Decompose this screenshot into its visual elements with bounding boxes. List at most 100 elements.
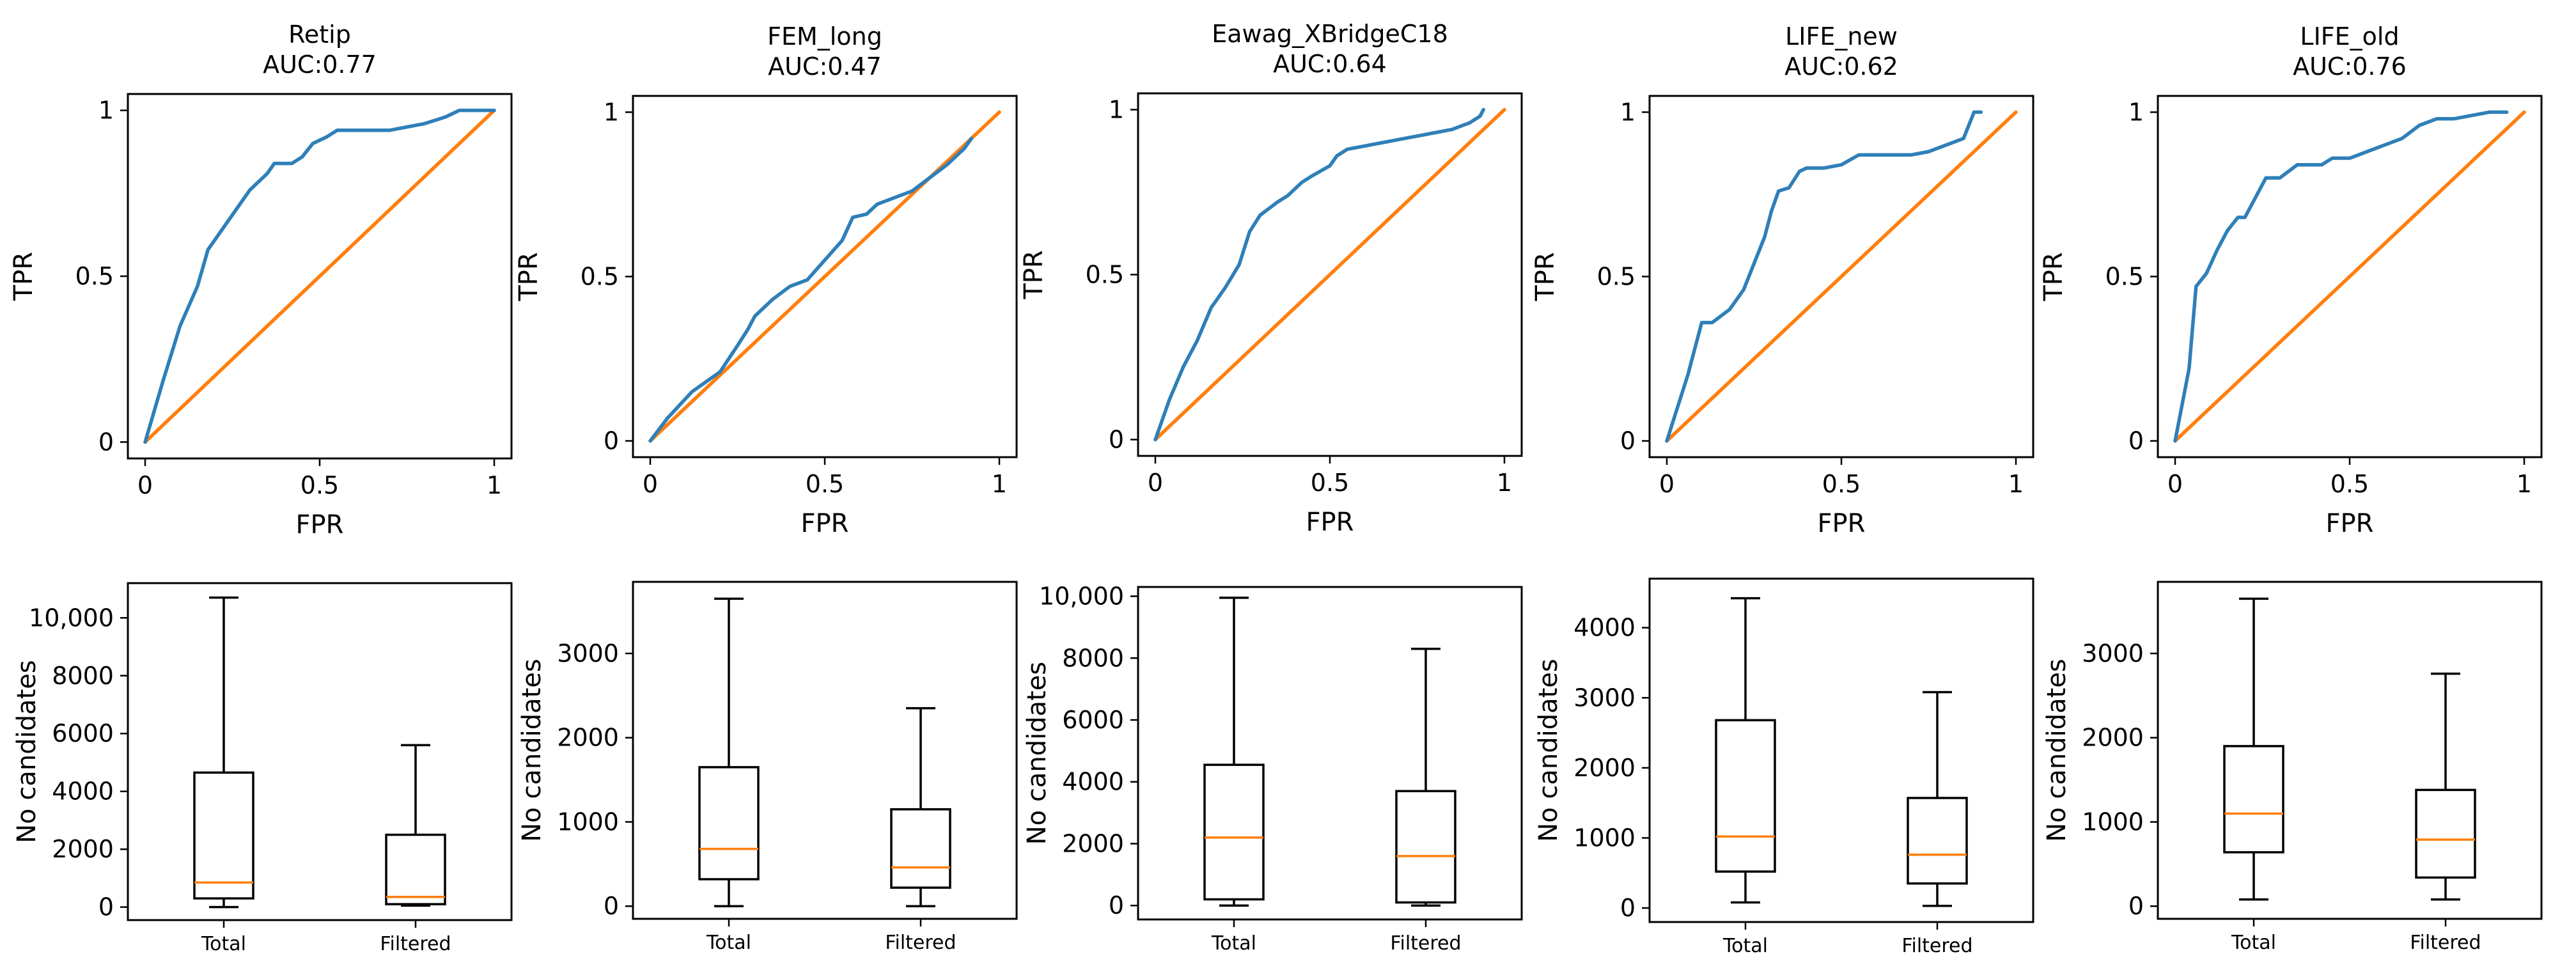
x-tick-label: 0.5 — [301, 471, 339, 499]
y-axis-label: TPR — [2039, 252, 2068, 301]
y-tick-label: 4000 — [52, 778, 114, 806]
box-filtered — [1907, 691, 1968, 907]
x-axis-label: FPR — [1818, 509, 1866, 538]
box-panel-3: 0 2000 4000 6000 8000 10,000 No candidates Tota… — [1022, 582, 1523, 955]
y-tick-label: 0 — [98, 893, 114, 921]
x-tick-label: Total — [706, 932, 751, 954]
x-tick-label: 0 — [1659, 470, 1674, 498]
y-tick-label: 0 — [1620, 894, 1635, 922]
roc-curve-line — [2173, 110, 2509, 443]
roc-curve-line — [1665, 110, 1983, 443]
y-axis-label: TPR — [9, 252, 38, 301]
x-tick-label: 0 — [137, 471, 153, 499]
x-tick-label: Filtered — [885, 932, 956, 954]
x-tick-label: 0 — [1148, 469, 1163, 497]
y-tick-label: 0.5 — [581, 263, 619, 291]
chart-title: LIFE_new — [1785, 22, 1898, 51]
y-tick-label: 0.5 — [1086, 261, 1124, 289]
y-axis-label: TPR — [1531, 252, 1560, 301]
chart-subtitle: AUC:0.77 — [263, 51, 377, 79]
box-panel-4: 0 1000 2000 3000 4000 No candidates Total Filte… — [1534, 577, 2034, 957]
x-tick-label: 1 — [1497, 469, 1512, 497]
y-axis-label: No candidates — [1022, 662, 1052, 845]
y-tick-label: 1 — [1109, 96, 1124, 124]
y-axis-label: TPR — [514, 252, 543, 301]
box-total — [1715, 597, 1776, 904]
box-panel-2: 0 1000 2000 3000 No candidates Total Filtered — [517, 581, 1018, 954]
y-tick-label: 2000 — [557, 724, 619, 752]
box-filtered — [385, 744, 446, 907]
chart-subtitle: AUC:0.47 — [768, 52, 882, 81]
chance-line — [1665, 110, 2018, 443]
axes-frame — [127, 582, 513, 921]
roc-curve-line — [1153, 107, 1485, 442]
box-filtered — [1395, 647, 1456, 907]
x-tick-label: 0.5 — [2330, 470, 2369, 498]
chance-line — [648, 110, 1001, 443]
x-tick-label: Filtered — [1901, 935, 1972, 957]
x-tick-label: 0 — [643, 470, 658, 498]
y-axis-label: No candidates — [2042, 659, 2072, 842]
iqr-box — [2415, 788, 2476, 879]
y-tick-label: 1000 — [2082, 808, 2144, 836]
x-axis-label: FPR — [296, 510, 344, 540]
chance-line — [2173, 110, 2526, 443]
iqr-box — [2223, 745, 2284, 854]
x-tick-label: 0.5 — [806, 470, 844, 498]
axes-frame — [2157, 581, 2543, 920]
y-tick-label: 2000 — [2082, 724, 2144, 752]
y-tick-label: 0.5 — [1597, 263, 1635, 291]
y-tick-label: 0 — [1109, 891, 1124, 919]
y-tick-label: 2000 — [1062, 829, 1124, 857]
y-tick-label: 10,000 — [29, 604, 114, 632]
y-tick-label: 1000 — [557, 808, 619, 836]
y-axis-label: No candidates — [1534, 659, 1563, 842]
box-filtered — [890, 707, 951, 907]
box-total — [698, 597, 760, 907]
y-tick-label: 2000 — [1573, 754, 1635, 782]
y-tick-label: 0 — [2128, 892, 2144, 920]
x-axis-label: FPR — [801, 509, 849, 538]
chart-title: FEM_long — [767, 22, 882, 51]
x-tick-label: 1 — [2517, 470, 2532, 498]
y-tick-label: 0.5 — [75, 262, 114, 290]
x-tick-label: 1 — [2008, 470, 2024, 498]
roc-curve-line — [648, 136, 974, 443]
chart-subtitle: AUC:0.64 — [1273, 50, 1387, 78]
iqr-box — [698, 766, 760, 880]
chart-subtitle: AUC:0.62 — [1784, 52, 1898, 81]
y-tick-label: 0 — [98, 428, 114, 456]
x-tick-label: Filtered — [380, 933, 451, 955]
x-tick-label: Total — [2231, 932, 2276, 954]
chance-line — [1153, 107, 1506, 442]
iqr-box — [890, 808, 951, 889]
x-tick-label: Filtered — [1390, 932, 1461, 955]
box-panel-5: 0 1000 2000 3000 No candidates Total Filtered — [2042, 581, 2543, 954]
chart-subtitle: AUC:0.76 — [2293, 52, 2407, 81]
x-tick-label: Total — [201, 933, 246, 955]
iqr-box — [193, 771, 254, 900]
y-tick-label: 0 — [604, 892, 619, 920]
y-tick-label: 0.5 — [2105, 263, 2144, 291]
y-tick-label: 1 — [1620, 98, 1635, 126]
y-tick-label: 1000 — [1573, 824, 1635, 852]
y-tick-label: 3000 — [2082, 639, 2144, 668]
x-axis-label: FPR — [2326, 509, 2374, 538]
y-tick-label: 0 — [1109, 425, 1124, 453]
axes-frame — [1137, 586, 1523, 921]
x-tick-label: 0.5 — [1822, 470, 1861, 498]
y-tick-label: 0 — [2128, 427, 2144, 455]
chart-title: Retip — [288, 20, 351, 49]
iqr-box — [385, 833, 446, 905]
x-tick-label: Total — [1722, 935, 1768, 957]
iqr-box — [1395, 790, 1456, 904]
axes-frame — [1648, 577, 2034, 923]
y-tick-label: 6000 — [52, 719, 114, 747]
y-tick-label: 4000 — [1062, 768, 1124, 796]
chart-title: LIFE_old — [2300, 22, 2399, 51]
y-tick-label: 0 — [604, 427, 619, 455]
roc-curve-line — [143, 108, 496, 444]
